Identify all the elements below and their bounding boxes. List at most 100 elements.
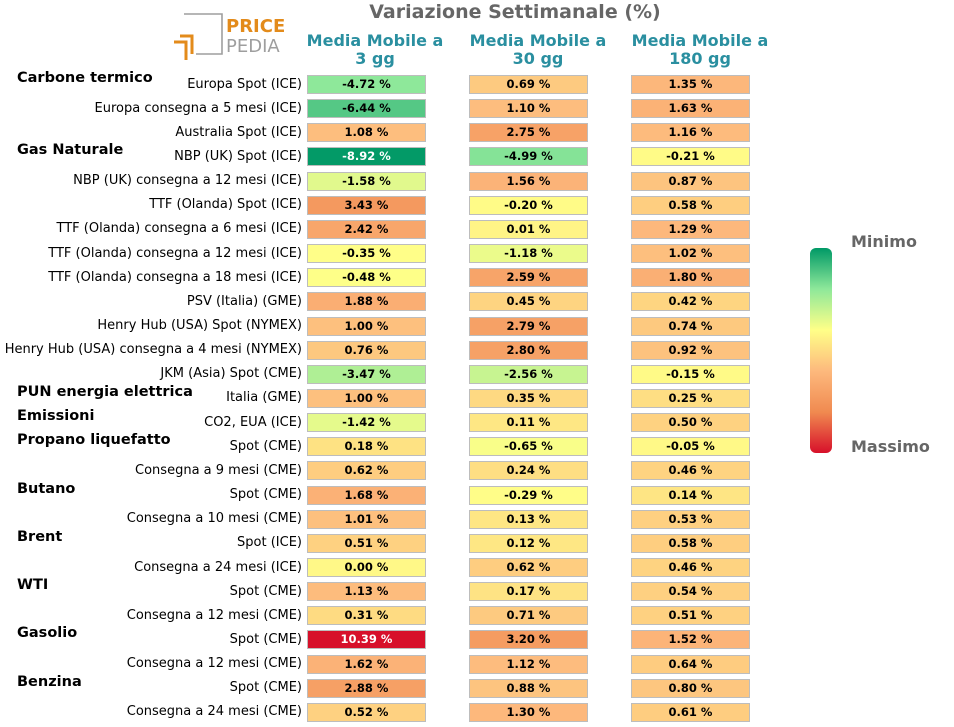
heatmap-cell: 3.43 % — [307, 195, 426, 215]
heatmap-cell: 1.52 % — [631, 630, 750, 650]
column-header: Media Mobile a 180 gg — [625, 32, 775, 68]
heatmap-cell: -1.58 % — [307, 171, 426, 191]
heatmap-cell: 0.51 % — [631, 606, 750, 626]
heatmap-cell: 0.35 % — [469, 388, 588, 408]
heatmap-cell: -0.20 % — [469, 195, 588, 215]
row-label: Spot (ICE) — [237, 535, 302, 551]
svg-text:PRICE: PRICE — [226, 16, 284, 37]
row-label: NBP (UK) consegna a 12 mesi (ICE) — [73, 173, 302, 189]
heatmap-cell: 0.69 % — [469, 75, 588, 94]
heatmap-cell: 2.80 % — [469, 340, 588, 360]
column-header-line: 30 gg — [512, 49, 564, 68]
row-label: Spot (CME) — [229, 583, 302, 599]
heatmap-cell: -4.99 % — [469, 147, 588, 167]
heatmap-cell: 0.46 % — [631, 461, 750, 481]
heatmap-cell: -4.72 % — [307, 75, 426, 94]
group-label: Butano — [17, 480, 76, 497]
heatmap-cell: -0.15 % — [631, 364, 750, 384]
heatmap-cell: -6.44 % — [307, 99, 426, 119]
color-scale-bar — [810, 248, 832, 453]
row-label: Henry Hub (USA) consegna a 4 mesi (NYMEX… — [4, 342, 302, 358]
heatmap-cell: -0.05 % — [631, 437, 750, 457]
row-label: Spot (CME) — [229, 438, 302, 454]
heatmap-cell: 1.00 % — [307, 388, 426, 408]
column-header-line: 180 gg — [669, 49, 731, 68]
row-label: TTF (Olanda) consegna a 12 mesi (ICE) — [48, 245, 302, 261]
heatmap-cell: 0.18 % — [307, 437, 426, 457]
heatmap-cell: 0.51 % — [307, 533, 426, 553]
heatmap-cell: 0.62 % — [469, 558, 588, 577]
heatmap-cell: 0.62 % — [307, 461, 426, 481]
row-label: Spot (CME) — [229, 487, 302, 503]
heatmap-cell: 0.17 % — [469, 582, 588, 602]
row-label: Italia (GME) — [226, 390, 302, 406]
column-header-line: Media Mobile a — [306, 31, 444, 50]
row-label: Consegna a 24 mesi (CME) — [126, 704, 302, 720]
heatmap-cell: 2.88 % — [307, 678, 426, 698]
heatmap-cell: 1.80 % — [631, 268, 750, 288]
heatmap-cell: 0.11 % — [469, 413, 588, 433]
group-label: Gasolio — [17, 625, 78, 642]
heatmap-cell: -2.56 % — [469, 364, 588, 384]
heatmap-cell: 0.24 % — [469, 461, 588, 481]
heatmap-cell: 0.45 % — [469, 292, 588, 312]
heatmap-cell: 1.68 % — [307, 485, 426, 505]
heatmap-cell: -0.65 % — [469, 437, 588, 457]
heatmap-cell: 0.58 % — [631, 195, 750, 215]
row-label: TTF (Olanda) Spot (ICE) — [149, 197, 302, 213]
row-label: Henry Hub (USA) Spot (NYMEX) — [97, 318, 302, 333]
heatmap-cell: 0.88 % — [469, 678, 588, 698]
heatmap-cell: 0.54 % — [631, 582, 750, 602]
heatmap-cell: 1.63 % — [631, 99, 750, 119]
heatmap-cell: 0.71 % — [469, 606, 588, 626]
column-header-line: Media Mobile a — [631, 31, 769, 50]
heatmap-cell: -0.35 % — [307, 244, 426, 264]
heatmap-cell: 0.58 % — [631, 533, 750, 553]
heatmap-cell: 1.88 % — [307, 292, 426, 312]
heatmap-cell: 3.20 % — [469, 630, 588, 650]
heatmap-cell: 1.35 % — [631, 75, 750, 94]
row-label: TTF (Olanda) consegna a 18 mesi (ICE) — [48, 269, 302, 285]
group-label: Emissioni — [17, 408, 95, 425]
row-label: Australia Spot (ICE) — [175, 124, 302, 140]
row-label: Consegna a 9 mesi (CME) — [135, 462, 302, 478]
heatmap-cell: 0.64 % — [631, 654, 750, 674]
heatmap-cell: 2.42 % — [307, 219, 426, 239]
row-label: Spot (CME) — [229, 680, 302, 696]
heatmap-cell: 1.01 % — [307, 509, 426, 529]
heatmap-cell: 0.13 % — [469, 509, 588, 529]
group-label: PUN energia elettrica — [17, 383, 193, 400]
heatmap-cell: 1.16 % — [631, 123, 750, 143]
row-label: Consegna a 10 mesi (CME) — [126, 511, 302, 527]
heatmap-cell: 0.80 % — [631, 678, 750, 698]
heatmap-cell: 0.12 % — [469, 533, 588, 553]
group-label: Brent — [17, 528, 63, 545]
row-label: NBP (UK) Spot (ICE) — [174, 148, 302, 164]
heatmap-cell: 0.31 % — [307, 606, 426, 626]
row-label: Spot (CME) — [229, 631, 302, 647]
column-header-line: Media Mobile a — [469, 31, 607, 50]
column-header-line: 3 gg — [355, 49, 395, 68]
row-label: Consegna a 12 mesi (CME) — [126, 607, 302, 623]
heatmap-cell: -3.47 % — [307, 364, 426, 384]
heatmap-cell: 0.87 % — [631, 171, 750, 191]
row-label: Europa Spot (ICE) — [187, 76, 302, 92]
heatmap-cell: 1.56 % — [469, 171, 588, 191]
group-label: WTI — [17, 577, 49, 594]
heatmap-cell: 0.25 % — [631, 388, 750, 408]
svg-text:PEDIA: PEDIA — [226, 36, 280, 57]
heatmap-cell: -0.48 % — [307, 268, 426, 288]
heatmap-cell: 1.00 % — [307, 316, 426, 336]
heatmap-cell: 0.52 % — [307, 702, 426, 722]
group-label: Gas Naturale — [17, 142, 124, 159]
heatmap-cell: 0.50 % — [631, 413, 750, 433]
heatmap-cell: 2.59 % — [469, 268, 588, 288]
heatmap-cell: 0.42 % — [631, 292, 750, 312]
pricepedia-logo: PRICE PEDIA — [174, 13, 284, 60]
heatmap-cell: 0.01 % — [469, 219, 588, 239]
row-label: Consegna a 12 mesi (CME) — [126, 656, 302, 672]
heatmap-cell: 10.39 % — [307, 630, 426, 650]
heatmap-cell: 2.79 % — [469, 316, 588, 336]
heatmap-cell: 1.10 % — [469, 99, 588, 119]
group-label: Carbone termico — [17, 70, 153, 86]
